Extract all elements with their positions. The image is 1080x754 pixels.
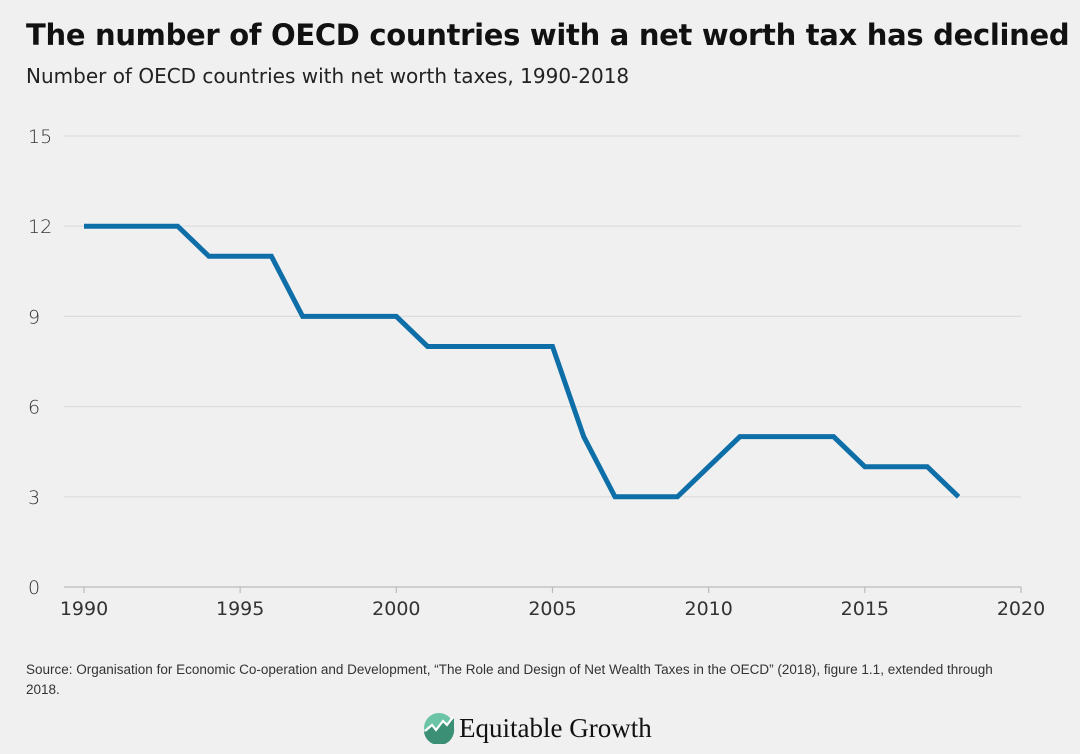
chart-subtitle: Number of OECD countries with net worth … <box>26 64 630 88</box>
y-tick-label: 15 <box>28 126 52 148</box>
series-line <box>84 223 961 500</box>
logo-text: Equitable Growth <box>459 712 652 743</box>
y-tick-label: 6 <box>28 397 40 419</box>
y-tick-label: 9 <box>28 306 40 328</box>
x-tick-label: 2015 <box>841 598 889 620</box>
line-chart: 0 3 6 9 12 15 1990 1995 2000 2005 2010 2015 2020 <box>28 126 1045 620</box>
chart-title: The number of OECD countries with a net … <box>26 18 1070 52</box>
x-tick-label: 2020 <box>997 598 1045 620</box>
x-tick-label: 2010 <box>684 598 732 620</box>
equitable-growth-logo: Equitable Growth <box>423 712 652 744</box>
source-note: Source: Organisation for Economic Co-ope… <box>26 662 993 697</box>
y-tick-label: 12 <box>28 216 52 238</box>
x-tick-label: 1995 <box>216 598 264 620</box>
y-tick-label: 3 <box>28 487 40 509</box>
x-tick-label: 2005 <box>528 598 576 620</box>
x-tick-label: 2000 <box>372 598 420 620</box>
y-tick-label: 0 <box>28 577 40 599</box>
x-tick-label: 1990 <box>60 598 108 620</box>
logo-icon <box>424 713 455 744</box>
